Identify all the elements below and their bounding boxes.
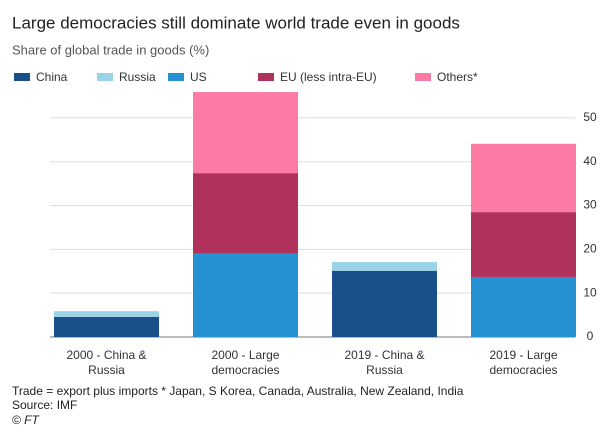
y-tick-label: 0 (587, 329, 594, 343)
y-tick-label: 50 (583, 110, 597, 124)
chart-title: Large democracies still dominate world t… (12, 13, 460, 32)
y-tick-label: 30 (583, 198, 597, 212)
legend-swatch (258, 73, 274, 81)
x-tick-label: 2000 - Large democracies (211, 348, 280, 377)
legend-swatch (14, 73, 30, 81)
x-tick-label: 2019 - China & Russia (344, 348, 425, 377)
y-tick-label: 20 (583, 242, 597, 256)
bar-segment (471, 212, 576, 277)
bar-segment (193, 253, 298, 337)
legend-label: Others* (437, 70, 478, 84)
bar-segment (332, 270, 437, 337)
bar-segment (193, 92, 298, 174)
legend-label: Russia (119, 70, 156, 84)
y-tick-label: 10 (583, 285, 597, 299)
credit: © FT (12, 413, 39, 427)
legend-label: EU (less intra-EU) (280, 70, 377, 84)
bar-segment (471, 143, 576, 213)
bar-segment (332, 262, 437, 271)
chart-subtitle: Share of global trade in goods (%) (12, 42, 209, 57)
legend-label: US (190, 70, 207, 84)
source: Source: IMF (12, 398, 78, 412)
x-tick-label: 2000 - China & Russia (66, 348, 147, 377)
x-tick-label: 2019 - Large democracies (489, 348, 558, 377)
bar-segment (193, 173, 298, 254)
footnote: Trade = export plus imports * Japan, S K… (12, 384, 464, 398)
legend-label: China (36, 70, 68, 84)
legend-swatch (97, 73, 113, 81)
y-tick-label: 40 (583, 154, 597, 168)
legend-swatch (415, 73, 431, 81)
legend-swatch (168, 73, 184, 81)
bar-segment (54, 311, 159, 317)
bar-segment (54, 316, 159, 337)
bar-segment (471, 276, 576, 337)
